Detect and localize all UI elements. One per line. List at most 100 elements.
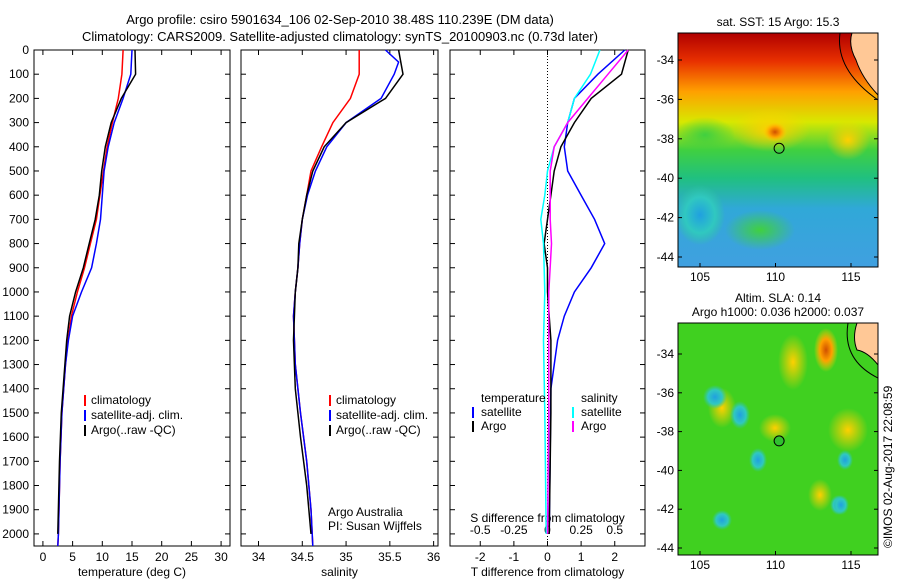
legend-swatch — [84, 395, 86, 406]
y-tick-label: 400 — [9, 140, 29, 154]
x-tick-label: 0 — [40, 550, 47, 564]
x-tick-label: 35 — [339, 550, 353, 564]
lat-tick-label: -34 — [657, 53, 675, 67]
lat-tick-label: -44 — [657, 250, 675, 264]
legend-swatch — [572, 407, 574, 418]
lat-tick-label: -44 — [657, 541, 675, 555]
legend-label: climatology — [91, 393, 151, 407]
legend-label: satellite — [481, 405, 522, 419]
title-line-1: Argo profile: csiro 5901634_106 02-Sep-2… — [126, 12, 554, 27]
y-tick-label: 300 — [9, 116, 29, 130]
lon-tick-label: 110 — [766, 558, 785, 572]
x-tick-label: 30 — [214, 550, 228, 564]
lat-tick-label: -38 — [657, 132, 675, 146]
y-tick-label: 1300 — [2, 358, 29, 372]
legend-swatch — [84, 410, 86, 421]
lon-tick-label: 105 — [690, 270, 710, 284]
profile-panel-3: -2 -1 0 1 2T difference from climatology -0.5… — [449, 49, 646, 579]
legend-label: Argo — [581, 419, 607, 433]
x-tick-label: 20 — [155, 550, 169, 564]
y-tick-label: 1400 — [2, 382, 29, 396]
series-line-salinity-argo — [546, 49, 629, 534]
x-tick-label: 1 — [578, 550, 585, 564]
legend-swatch — [84, 425, 86, 436]
s-tick-label: 0.5 — [606, 523, 623, 537]
legend-label: temperature — [481, 391, 546, 405]
s-tick-label: -0.25 — [500, 523, 528, 537]
sla-map-title: Altim. SLA: 0.14 — [735, 291, 821, 305]
title-line-2: Climatology: CARS2009. Satellite-adjuste… — [82, 29, 598, 44]
lon-tick-label: 115 — [841, 270, 860, 284]
x-tick-label: 34.5 — [291, 550, 315, 564]
y-tick-label: 100 — [9, 67, 29, 81]
legend-label: Argo(..raw -QC) — [336, 423, 421, 437]
legend-label: climatology — [336, 393, 396, 407]
series-line-argo-raw-qc- — [292, 49, 404, 534]
y-tick-label: 1700 — [2, 454, 29, 468]
x-axis-label: T difference from climatology — [471, 565, 625, 579]
profile-panel-2: 34 34.5 35 35.5 36 salinity climatologysatelli… — [240, 49, 441, 579]
argo-position-marker — [773, 435, 785, 447]
sst-map: sat. SST: 15 Argo: 15.3 — [677, 15, 879, 268]
legend-swatch — [472, 421, 474, 432]
x-tick-label: 2 — [611, 550, 618, 564]
x-tick-label: 10 — [96, 550, 110, 564]
y-tick-label: 1000 — [2, 285, 29, 299]
plot-frame — [240, 49, 439, 547]
lon-tick-label: 115 — [841, 558, 860, 572]
legend-label: Argo(..raw -QC) — [91, 423, 176, 437]
sla-map: Altim. SLA: 0.14 Argo h1000: 0.036 h2000… — [677, 291, 879, 556]
y-tick-label: 0 — [22, 43, 29, 57]
lon-tick-label: 105 — [690, 558, 710, 572]
annotation-text: Argo Australia — [328, 505, 403, 519]
imos-credit: ©IMOS 02-Aug-2017 22:08:59 — [881, 385, 895, 548]
y-tick-label: 1200 — [2, 333, 29, 347]
lat-tick-label: -34 — [657, 347, 675, 361]
y-tick-label: 500 — [9, 164, 29, 178]
legend-label: salinity — [581, 391, 618, 405]
series-line-argo-raw-qc- — [57, 49, 137, 534]
x-tick-label: 34 — [252, 550, 266, 564]
y-tick-label: 1600 — [2, 430, 29, 444]
y-tick-label: 2000 — [2, 527, 29, 541]
plot-frame — [33, 49, 231, 547]
legend-swatch — [329, 395, 331, 406]
legend-label: Argo — [481, 419, 507, 433]
y-tick-label: 200 — [9, 91, 29, 105]
sla-map-subtitle: Argo h1000: 0.036 h2000: 0.037 — [692, 305, 864, 319]
y-tick-label: 1100 — [3, 309, 29, 323]
y-tick-label: 700 — [9, 212, 29, 226]
y-tick-label: 1900 — [2, 503, 29, 517]
lat-tick-label: -36 — [657, 386, 675, 400]
sst-map-title: sat. SST: 15 Argo: 15.3 — [717, 15, 840, 29]
lon-tick-label: 110 — [766, 270, 785, 284]
x-tick-label: -2 — [475, 550, 486, 564]
s-tick-label: 0.25 — [569, 523, 593, 537]
x-axis-label: temperature (deg C) — [78, 565, 186, 579]
x-tick-label: 36 — [427, 550, 441, 564]
x-tick-label: 15 — [125, 550, 139, 564]
y-tick-label: 800 — [9, 237, 29, 251]
lat-tick-label: -40 — [657, 463, 675, 477]
lat-tick-label: -38 — [657, 425, 675, 439]
legend-label: satellite — [581, 405, 622, 419]
profile-panel-1: 0 5 10 15 20 25 30 temperature (deg C) 0 100 200 30… — [2, 43, 231, 579]
argo-position-marker — [773, 142, 785, 154]
s-tick-label: -0.5 — [470, 523, 491, 537]
series-line-salinity-satellite — [540, 49, 601, 534]
y-tick-label: 1500 — [2, 406, 29, 420]
x-tick-label: -1 — [509, 550, 520, 564]
x-tick-label: 25 — [185, 550, 199, 564]
x-tick-label: 0 — [544, 550, 551, 564]
lat-tick-label: -40 — [657, 171, 675, 185]
y-tick-label: 1800 — [2, 479, 29, 493]
series-line-temperature-argo — [543, 49, 629, 534]
x-tick-label: 5 — [69, 550, 76, 564]
y-tick-label: 600 — [9, 188, 29, 202]
lat-tick-label: -42 — [657, 502, 675, 516]
legend-label: satellite-adj. clim. — [91, 408, 183, 422]
legend-swatch — [472, 407, 474, 418]
y-tick-label: 900 — [9, 261, 29, 275]
